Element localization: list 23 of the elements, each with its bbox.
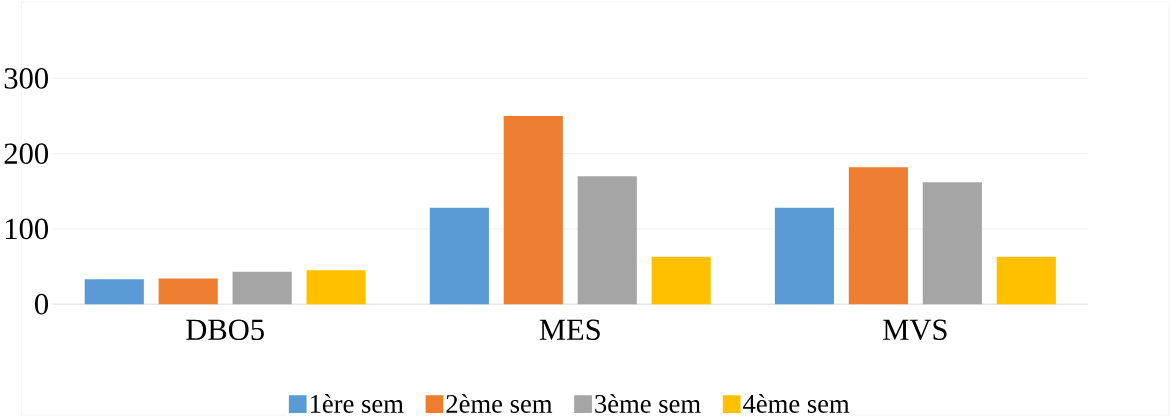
legend-label: 3ème sem	[595, 394, 701, 413]
bar	[848, 167, 908, 305]
bar	[922, 182, 982, 305]
bar	[577, 176, 637, 305]
x-tick-label: MES	[539, 319, 600, 340]
y-tick-label: 100	[6, 218, 48, 240]
bar	[774, 207, 835, 305]
bar	[503, 116, 563, 305]
y-tick-label: 300	[4, 68, 48, 89]
legend-label: 4ème sem	[743, 394, 850, 413]
bar	[429, 207, 489, 305]
bar	[158, 278, 218, 305]
y-tick-label: 0	[35, 293, 48, 315]
bar	[651, 256, 711, 305]
legend-label: 2ème sem	[446, 394, 553, 413]
bar	[306, 270, 366, 305]
x-tick-label: MVS	[883, 319, 947, 341]
bar	[996, 256, 1056, 305]
y-tick-label: 200	[4, 143, 48, 164]
bar	[232, 271, 292, 305]
x-tick-label: DBO5	[186, 319, 264, 340]
legend-label: 1ère sem	[310, 394, 404, 413]
bar	[84, 279, 144, 305]
